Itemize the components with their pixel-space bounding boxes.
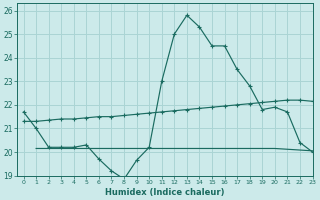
X-axis label: Humidex (Indice chaleur): Humidex (Indice chaleur) bbox=[105, 188, 225, 197]
